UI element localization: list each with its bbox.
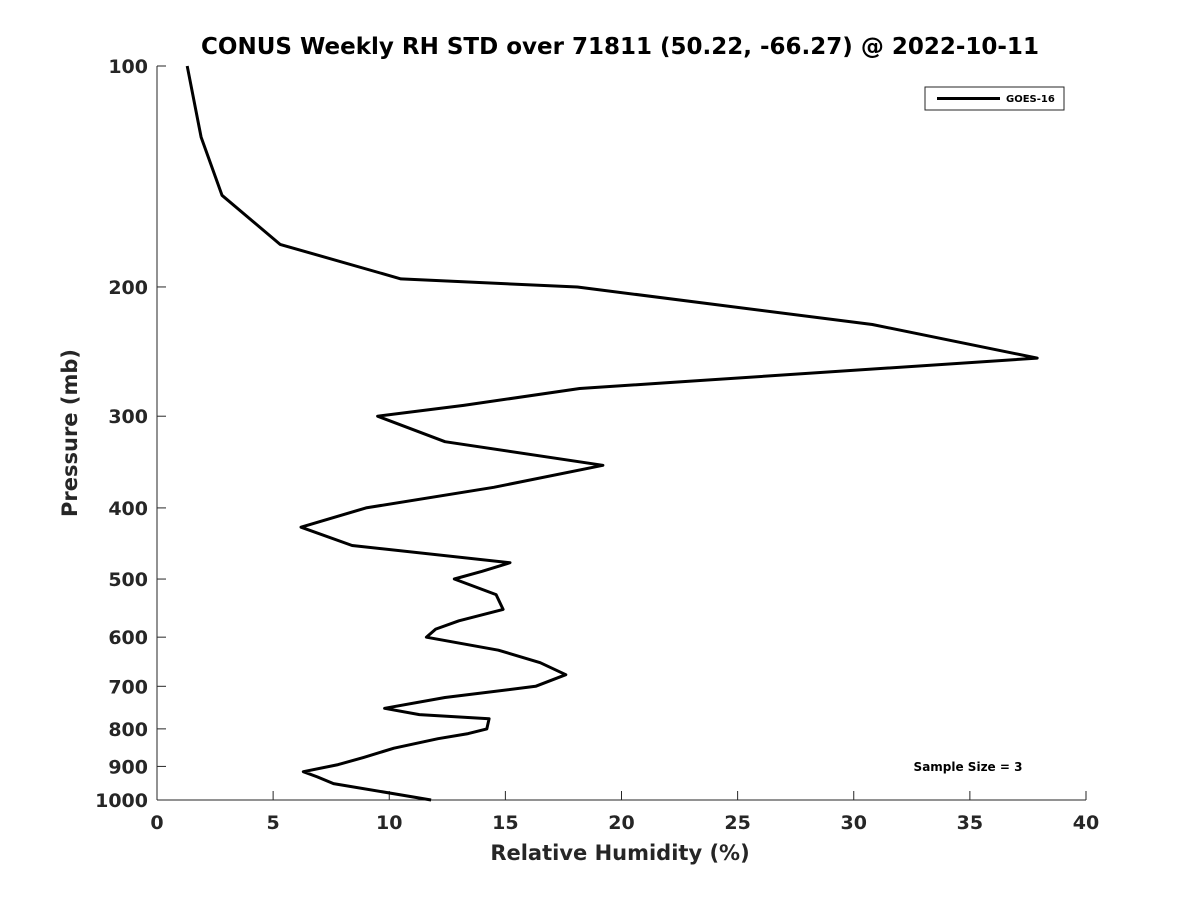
y-axis-label: Pressure (mb) [58,349,82,517]
y-tick-label: 1000 [95,790,148,812]
chart-title: CONUS Weekly RH STD over 71811 (50.22, -… [201,34,1039,60]
x-axis-label: Relative Humidity (%) [490,841,749,865]
y-ticks: 100 200 300 400 500 600 700 800 900 1000 [95,56,166,812]
y-tick-label: 400 [108,498,148,520]
x-tick-label: 5 [267,812,280,834]
x-tick-label: 20 [608,812,634,834]
y-tick-label: 800 [108,719,148,741]
x-tick-label: 40 [1073,812,1099,834]
x-tick-label: 0 [150,812,163,834]
x-ticks: 0 5 10 15 20 25 30 35 40 [150,791,1099,834]
y-tick-label: 600 [108,627,148,649]
x-tick-label: 35 [957,812,983,834]
y-tick-label: 300 [108,406,148,428]
x-tick-label: 30 [841,812,867,834]
y-tick-label: 100 [108,56,148,78]
x-tick-label: 10 [376,812,402,834]
legend-entry-goes16: GOES-16 [1006,94,1055,105]
y-tick-label: 500 [108,569,148,591]
x-tick-label: 15 [492,812,518,834]
y-tick-label: 200 [108,277,148,299]
series-line-goes16 [185,65,1039,802]
y-tick-label: 900 [108,756,148,778]
x-tick-label: 25 [724,812,750,834]
sample-size-annotation: Sample Size = 3 [914,760,1023,774]
y-tick-label: 700 [108,676,148,698]
legend: GOES-16 [924,86,1065,111]
axes [156,66,1086,801]
